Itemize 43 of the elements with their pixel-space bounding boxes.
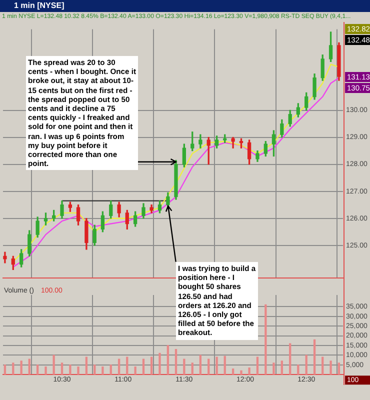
bar: [102, 366, 104, 375]
bar: [232, 368, 234, 375]
bar: [224, 356, 226, 375]
bar: [118, 358, 120, 375]
bar: [191, 362, 194, 375]
bar: [52, 354, 55, 375]
bar: [134, 366, 136, 375]
bar: [12, 362, 14, 375]
bar: [338, 362, 340, 375]
bar: [240, 370, 242, 375]
chart-title: 1 min [NYSE]: [0, 0, 370, 12]
bar: [4, 364, 6, 375]
bar: [174, 349, 178, 375]
bar: [110, 364, 112, 375]
bar: [297, 364, 300, 375]
bar: [36, 364, 39, 375]
bar: [183, 358, 186, 375]
bar: [216, 356, 218, 375]
bar: [77, 366, 80, 375]
bar: [158, 352, 161, 375]
bar: [280, 360, 283, 375]
bar: [44, 366, 47, 375]
bar: [60, 362, 64, 375]
bar: [322, 356, 324, 375]
bar: [94, 364, 96, 375]
bar: [313, 339, 316, 375]
bar: [28, 358, 30, 375]
bar: [126, 356, 128, 375]
bar: [20, 360, 22, 375]
bar: [330, 360, 332, 375]
bar: [289, 343, 292, 375]
bar: [264, 304, 267, 375]
bar: [199, 354, 202, 375]
bar: [256, 356, 259, 375]
bar: [166, 345, 170, 375]
bar: [150, 356, 153, 375]
bar: [248, 367, 250, 375]
bar: [305, 354, 308, 375]
bar: [142, 358, 145, 375]
bar: [272, 362, 275, 375]
bar: [69, 364, 72, 375]
bar: [85, 356, 88, 375]
bar: [208, 358, 210, 375]
